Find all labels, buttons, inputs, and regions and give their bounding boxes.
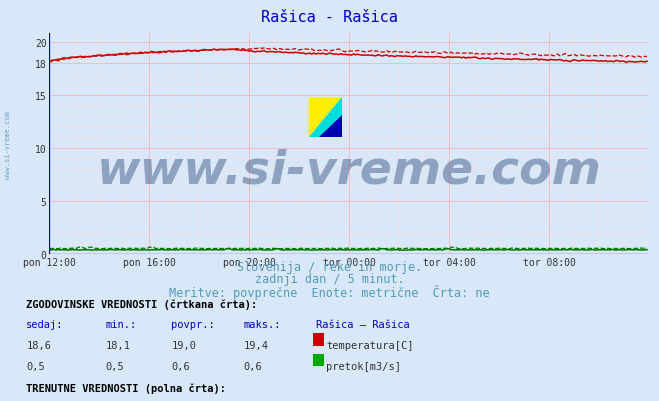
- Text: pretok[m3/s]: pretok[m3/s]: [326, 361, 401, 371]
- Text: zadnji dan / 5 minut.: zadnji dan / 5 minut.: [254, 273, 405, 286]
- Text: 0,6: 0,6: [171, 361, 190, 371]
- Text: Slovenija / reke in morje.: Slovenija / reke in morje.: [237, 261, 422, 273]
- Polygon shape: [319, 116, 342, 138]
- Text: min.:: min.:: [105, 320, 136, 330]
- Polygon shape: [309, 98, 342, 138]
- Text: Rašica – Rašica: Rašica – Rašica: [316, 320, 410, 330]
- Text: 18,1: 18,1: [105, 340, 130, 350]
- Text: 19,4: 19,4: [244, 340, 269, 350]
- Polygon shape: [309, 98, 342, 138]
- Text: www.si-vreme.com: www.si-vreme.com: [5, 110, 11, 178]
- Text: Meritve: povprečne  Enote: metrične  Črta: ne: Meritve: povprečne Enote: metrične Črta:…: [169, 285, 490, 300]
- Text: TRENUTNE VREDNOSTI (polna črta):: TRENUTNE VREDNOSTI (polna črta):: [26, 382, 226, 393]
- Text: ZGODOVINSKE VREDNOSTI (črtkana črta):: ZGODOVINSKE VREDNOSTI (črtkana črta):: [26, 299, 258, 309]
- Text: povpr.:: povpr.:: [171, 320, 215, 330]
- Text: 19,0: 19,0: [171, 340, 196, 350]
- Text: temperatura[C]: temperatura[C]: [326, 340, 414, 350]
- Text: Rašica - Rašica: Rašica - Rašica: [261, 10, 398, 25]
- Text: 0,5: 0,5: [26, 361, 45, 371]
- Text: sedaj:: sedaj:: [26, 320, 64, 330]
- Text: 0,5: 0,5: [105, 361, 124, 371]
- Text: www.si-vreme.com: www.si-vreme.com: [97, 148, 602, 193]
- Text: maks.:: maks.:: [244, 320, 281, 330]
- Text: 0,6: 0,6: [244, 361, 262, 371]
- Text: 18,6: 18,6: [26, 340, 51, 350]
